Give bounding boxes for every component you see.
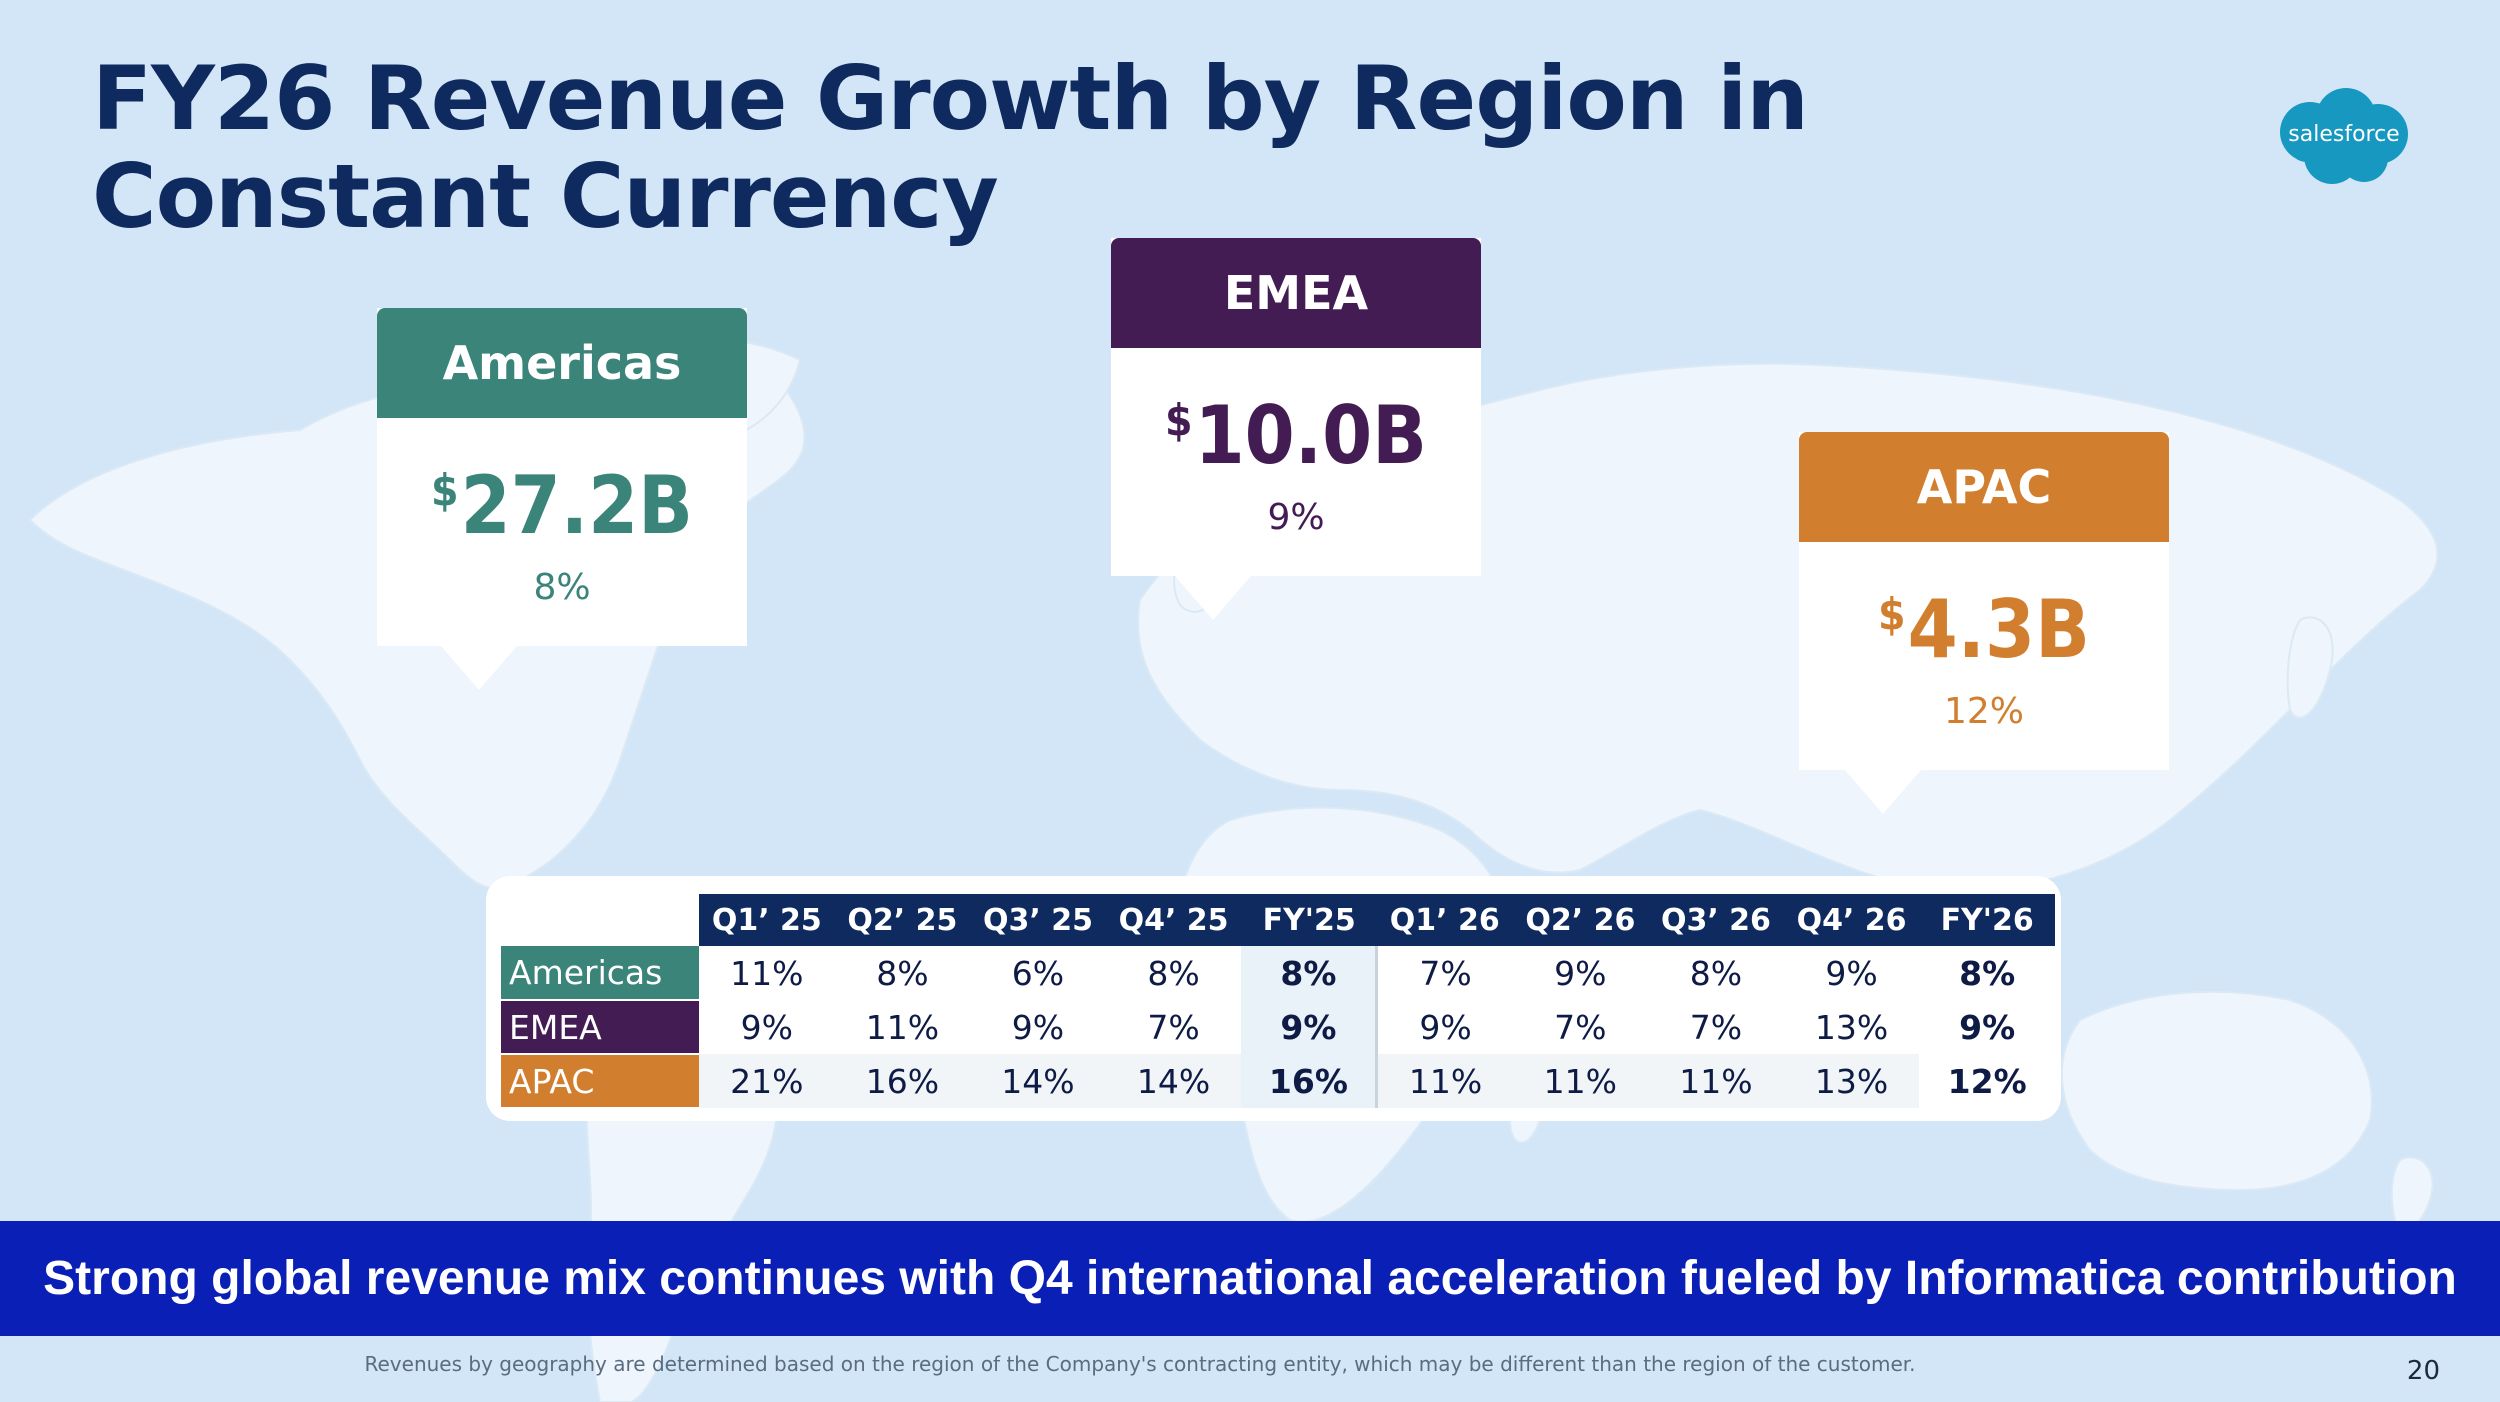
table-row: EMEA 9% 11% 9% 7% 9% 9% 7% 7% 13% 9% [501, 1000, 2055, 1055]
apac-growth: 12% [1943, 691, 2024, 732]
column-header: Q3’ 26 [1648, 894, 1784, 946]
column-header: Q4’ 26 [1783, 894, 1920, 946]
americas-pointer [441, 646, 517, 690]
banner-text: Strong global revenue mix continues with… [43, 1252, 2457, 1305]
table-corner-cell [501, 894, 699, 946]
table-row: Americas 11% 8% 6% 8% 8% 7% 9% 8% 9% 8% [501, 946, 2055, 1001]
new-zealand-landmass [2390, 1156, 2434, 1232]
table-cell: 8% [1689, 953, 1743, 993]
americas-growth: 8% [533, 567, 591, 608]
table-cell: 11% [1512, 1054, 1649, 1108]
table-cell: 13% [1783, 1054, 1920, 1108]
table-cell: 8% [1241, 946, 1379, 1000]
row-label-americas: Americas [501, 946, 699, 1001]
emea-currency: $ [1165, 395, 1193, 446]
americas-header: Americas [377, 308, 747, 418]
apac-header: APAC [1799, 432, 2169, 542]
growth-table: Q1’ 25 Q2’ 25 Q3’ 25 Q4’ 25 FY'25 Q1’ 26… [501, 894, 2055, 1109]
apac-pointer [1845, 770, 1921, 814]
table-cell: 11% [1648, 1054, 1784, 1108]
apac-label: APAC [1916, 460, 2052, 514]
footnote: Revenues by geography are determined bas… [364, 1352, 1916, 1376]
column-header: Q4’ 25 [1105, 894, 1242, 946]
column-header: FY'26 [1919, 894, 2055, 946]
table-cell: 7% [1689, 1007, 1743, 1047]
row-label-apac: APAC [501, 1054, 699, 1109]
table-cell: 9% [1959, 1007, 2016, 1047]
column-header: Q1’ 25 [699, 894, 835, 946]
table-cell: 9% [1011, 1007, 1065, 1047]
cloud-icon [2280, 88, 2408, 184]
table-cell: 8% [876, 953, 929, 993]
page-number: 20 [2406, 1356, 2440, 1386]
row-label-emea: EMEA [501, 1000, 699, 1055]
table-cell: 9% [1419, 1007, 1472, 1047]
table-cell: 9% [1241, 1000, 1379, 1054]
column-header: FY'25 [1241, 894, 1377, 946]
table-cell: 11% [730, 953, 804, 993]
page-title: FY26 Revenue Growth by Region in Constan… [92, 47, 1809, 248]
table-header-row: Q1’ 25 Q2’ 25 Q3’ 25 Q4’ 25 FY'25 Q1’ 26… [501, 894, 2055, 946]
table-cell: 9% [1554, 953, 1607, 993]
americas-label: Americas [442, 336, 682, 390]
table-cell: 11% [865, 1007, 940, 1047]
emea-pointer [1175, 576, 1251, 620]
table-cell: 21% [699, 1054, 835, 1108]
apac-currency: $ [1878, 589, 1906, 640]
column-header: Q2’ 26 [1512, 894, 1649, 946]
logo-wordmark: salesforce [2288, 122, 2400, 147]
emea-header: EMEA [1111, 238, 1481, 348]
table-cell: 14% [970, 1054, 1106, 1108]
emea-card: EMEA $10.0B 9% [1111, 238, 1481, 620]
table-cell: 16% [834, 1054, 971, 1108]
americas-amount: 27.2B [460, 459, 693, 552]
emea-label: EMEA [1223, 266, 1369, 320]
japan-landmass [2286, 616, 2334, 719]
table-cell: 6% [1011, 953, 1065, 993]
table-cell: 7% [1554, 1007, 1607, 1047]
table-cell: 9% [1825, 953, 1878, 993]
table-row: APAC 21% 16% 14% 14% 16% 11% 11% 11% 13%… [501, 1054, 2055, 1109]
table-cell: 9% [740, 1007, 793, 1047]
column-header: Q1’ 26 [1376, 894, 1513, 946]
column-header: Q2’ 25 [834, 894, 971, 946]
table-cell: 13% [1814, 1007, 1889, 1047]
summary-banner: Strong global revenue mix continues with… [0, 1221, 2500, 1336]
americas-card: Americas $27.2B 8% [377, 308, 747, 690]
table-cell: 7% [1147, 1007, 1200, 1047]
column-header: Q3’ 25 [970, 894, 1106, 946]
apac-amount: 4.3B [1907, 583, 2090, 676]
table-cell: 11% [1376, 1054, 1513, 1108]
salesforce-logo: salesforce [2270, 84, 2418, 192]
table-cell: 16% [1241, 1054, 1379, 1108]
growth-table-panel: Q1’ 25 Q2’ 25 Q3’ 25 Q4’ 25 FY'25 Q1’ 26… [486, 876, 2061, 1121]
apac-revenue: $4.3B [1799, 570, 2169, 675]
emea-revenue: $10.0B [1111, 376, 1481, 481]
table-cell: 7% [1419, 953, 1472, 993]
table-cell: 12% [1947, 1061, 2027, 1101]
table-cell: 8% [1147, 953, 1200, 993]
emea-growth: 9% [1267, 497, 1325, 538]
americas-currency: $ [431, 465, 459, 516]
emea-amount: 10.0B [1194, 389, 1427, 482]
apac-card: APAC $4.3B 12% [1799, 432, 2169, 814]
table-cell: 14% [1105, 1054, 1242, 1108]
australia-landmass [2060, 990, 2373, 1192]
table-cell: 8% [1959, 953, 2016, 993]
americas-revenue: $27.2B [377, 446, 747, 551]
